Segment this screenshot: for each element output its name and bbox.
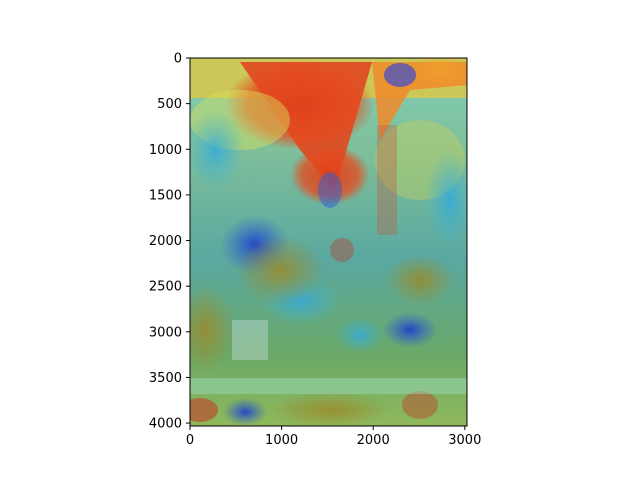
y-tick-label: 1000 [149,143,182,158]
heatmap-image [190,58,467,426]
y-tick-label: 3000 [149,325,182,340]
y-tick-label: 0 [174,52,182,67]
x-tick-label: 0 [186,433,194,448]
y-tick-label: 4000 [149,417,182,432]
y-tick-label: 2000 [149,234,182,249]
y-tick-label: 1500 [149,188,182,203]
x-tick-label: 3000 [448,433,481,448]
x-tick-label: 2000 [357,433,390,448]
y-axis: 0 500 1000 1500 2000 2500 3000 3500 4000 [149,52,190,432]
axes-frame [189,57,468,427]
y-tick-label: 2500 [149,280,182,295]
y-tick-label: 500 [157,97,182,112]
y-tick-label: 3500 [149,371,182,386]
x-tick-label: 1000 [265,433,298,448]
x-axis: 0 1000 2000 3000 [186,426,481,448]
